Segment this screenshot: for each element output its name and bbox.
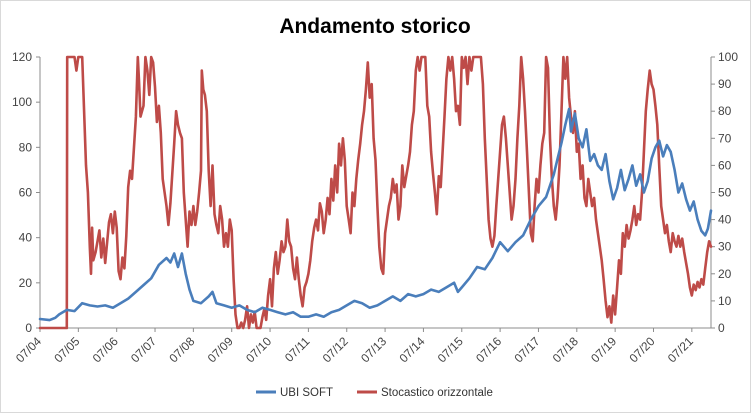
x-tick-label: 07/08 — [166, 334, 197, 365]
left-y-tick-label: 20 — [19, 276, 33, 290]
left-y-tick-label: 0 — [25, 321, 32, 335]
right-y-tick-label: 20 — [718, 267, 732, 281]
right-y-tick-label: 40 — [718, 213, 732, 227]
x-tick-label: 07/05 — [51, 334, 82, 365]
series-line-stocastico — [38, 55, 713, 330]
x-tick-label: 07/17 — [511, 334, 542, 365]
left-y-tick-label: 60 — [19, 186, 33, 200]
x-tick-label: 07/20 — [626, 334, 657, 365]
x-tick-label: 07/12 — [320, 334, 351, 365]
x-tick-label: 07/14 — [396, 334, 427, 365]
series-lines — [38, 55, 713, 330]
x-tick-label: 07/16 — [473, 334, 504, 365]
left-y-tick-label: 40 — [19, 231, 33, 245]
legend-item-ubisoft-label: UBI SOFT — [280, 387, 333, 399]
chart-title: Andamento storico — [279, 15, 470, 38]
series-line-ubisoft — [38, 107, 713, 322]
left-y-tick-label: 80 — [19, 140, 33, 154]
x-tick-label: 07/11 — [282, 334, 313, 365]
right-y-tick-label: 0 — [718, 321, 725, 335]
axes: 0 20 40 60 80 100 120 0 10 20 30 40 50 60 70 80 90 100 07/… — [12, 50, 738, 365]
right-y-tick-label: 80 — [718, 104, 732, 118]
x-tick-label: 07/18 — [550, 334, 581, 365]
x-tick-label: 07/09 — [205, 334, 236, 365]
x-tick-label: 07/21 — [665, 334, 696, 365]
legend-item-stocastico-label: Stocastico orizzontale — [381, 387, 493, 399]
x-tick-label: 07/15 — [435, 334, 466, 365]
left-y-tick-label: 120 — [12, 50, 32, 64]
right-y-tick-label: 10 — [718, 294, 732, 308]
right-y-tick-label: 90 — [718, 77, 732, 91]
x-tick-label: 07/07 — [128, 334, 159, 365]
x-tick-label: 07/10 — [243, 334, 274, 365]
right-y-tick-label: 100 — [718, 50, 738, 64]
right-y-tick-label: 50 — [718, 186, 732, 200]
x-tick-label: 07/19 — [588, 334, 619, 365]
x-tick-label: 07/04 — [13, 334, 44, 365]
x-tick-label: 07/13 — [358, 334, 389, 365]
right-y-tick-label: 30 — [718, 240, 732, 254]
legend: UBI SOFT Stocastico orizzontale — [256, 387, 493, 399]
right-y-tick-label: 60 — [718, 158, 732, 172]
right-y-tick-label: 70 — [718, 131, 732, 145]
left-y-tick-label: 100 — [12, 95, 32, 109]
x-tick-label: 07/06 — [90, 334, 121, 365]
